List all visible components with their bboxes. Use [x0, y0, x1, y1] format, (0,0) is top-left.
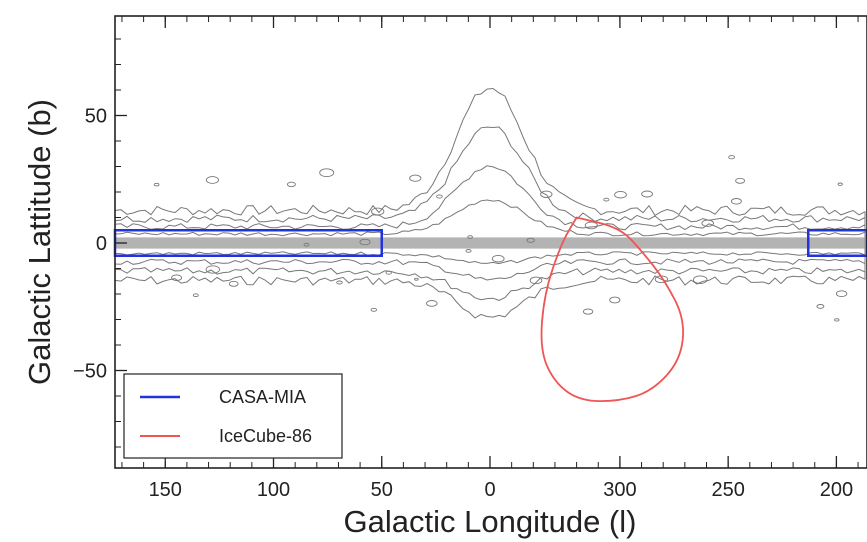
- x-tick-label: 0: [484, 479, 495, 501]
- contour-blob: [436, 194, 443, 199]
- legend-box: [123, 373, 343, 459]
- contour-blob: [414, 277, 419, 281]
- contour-blob: [730, 198, 742, 205]
- plane-core-band: [115, 237, 867, 249]
- contour-blob: [834, 318, 840, 322]
- x-tick-label: 200: [820, 479, 853, 501]
- contour-blob: [426, 300, 438, 307]
- contour-blob: [467, 235, 473, 239]
- x-tick-label: 300: [603, 479, 636, 501]
- contour-blob: [371, 207, 385, 216]
- contour-blob: [336, 280, 343, 285]
- contour-blob: [286, 181, 296, 188]
- contour-blob: [529, 276, 543, 285]
- contour-blob: [228, 280, 239, 287]
- contour-blob: [205, 265, 220, 274]
- contour-blob: [584, 221, 598, 230]
- contour-blob: [303, 242, 310, 247]
- x-tick-label: 50: [371, 479, 393, 501]
- contour-blob: [728, 155, 735, 160]
- x-tick-label: 250: [711, 479, 744, 501]
- y-tick-label: −50: [73, 361, 107, 383]
- contour-blob: [385, 270, 392, 275]
- plot-frame: [114, 15, 867, 469]
- y-tick-label: 50: [85, 106, 107, 128]
- contour-blob: [409, 174, 422, 182]
- contour-blob: [171, 274, 183, 281]
- contour-blob: [359, 238, 371, 246]
- legend-label-icecube-86: IceCube-86: [219, 426, 312, 446]
- y-tick-label: 0: [96, 233, 107, 255]
- contour-blob: [701, 219, 714, 227]
- contour-blob: [319, 168, 335, 178]
- contour-blob: [835, 290, 848, 298]
- plane-contour: [114, 165, 866, 281]
- legend-label-casa-mia: CASA-MIA: [219, 387, 306, 407]
- contour-blob: [205, 176, 219, 184]
- contour-blob: [641, 190, 653, 198]
- contour-blob: [816, 304, 825, 309]
- icecube-86-contour: [540, 216, 684, 402]
- contour-blob: [540, 190, 553, 198]
- contour-blob: [370, 307, 378, 312]
- contour-blob: [582, 308, 594, 315]
- casa-mia-region: [807, 229, 867, 257]
- contour-blob: [735, 177, 746, 184]
- contour-blob: [465, 249, 472, 253]
- contour-blob: [491, 254, 505, 263]
- contour-blob: [153, 182, 160, 187]
- contour-blob: [837, 182, 843, 186]
- y-axis-title: Galactic Lattitude (b): [22, 99, 57, 385]
- x-tick-label: 150: [149, 479, 182, 501]
- plane-contour: [114, 126, 866, 301]
- x-axis-title: Galactic Longitude (l): [344, 504, 637, 539]
- plane-contour: [114, 87, 866, 319]
- contour-blob: [614, 190, 627, 199]
- legend: CASA-MIA IceCube-86: [123, 373, 343, 459]
- contour-blob: [603, 197, 610, 202]
- contour-blob: [526, 237, 535, 243]
- contour-blob: [692, 275, 708, 284]
- contour-blob: [609, 296, 621, 304]
- x-tick-label: 100: [257, 479, 290, 501]
- contour-blob: [192, 293, 199, 298]
- ticks-layer: 150 100 50 0 300 250 200 50 0 −50: [73, 16, 859, 501]
- galactic-plane-contours: [114, 87, 867, 322]
